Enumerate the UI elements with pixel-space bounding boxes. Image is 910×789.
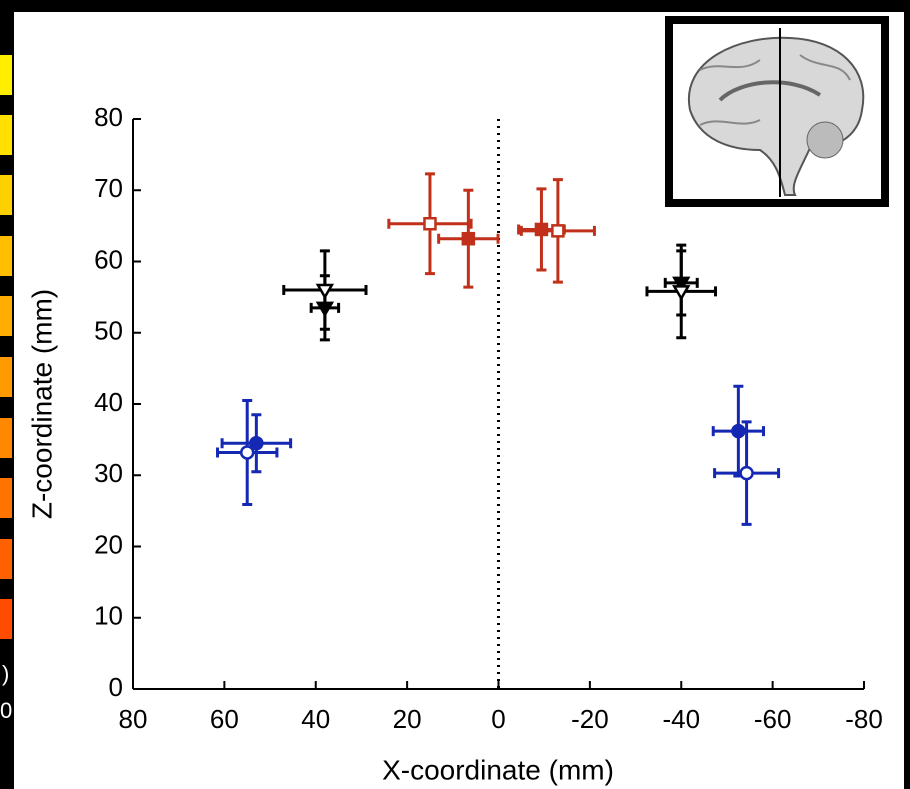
x-axis-label: X-coordinate (mm) — [382, 754, 614, 785]
marker — [315, 283, 335, 300]
y-axis-label: Z-coordinate (mm) — [26, 289, 57, 519]
y-tick-label: 0 — [109, 672, 123, 702]
y-tick-label: 50 — [94, 316, 123, 346]
x-tick-label: 0 — [491, 704, 505, 734]
y-tick-label: 80 — [94, 102, 123, 132]
colorbar — [0, 55, 12, 639]
x-tick-label: 20 — [393, 704, 422, 734]
brain-inset — [665, 16, 889, 207]
marker — [739, 465, 754, 481]
y-tick-label: 20 — [94, 529, 123, 559]
colorbar-label: ) — [2, 661, 9, 686]
y-tick-label: 10 — [94, 601, 123, 631]
x-tick-label: 40 — [301, 704, 330, 734]
y-tick-label: 70 — [94, 173, 123, 203]
marker — [731, 423, 746, 439]
marker — [461, 231, 476, 246]
x-tick-label: -20 — [571, 704, 609, 734]
y-tick-label: 30 — [94, 458, 123, 488]
marker — [239, 445, 255, 460]
y-tick-label: 60 — [94, 244, 123, 274]
x-tick-label: 80 — [119, 704, 148, 734]
x-tick-label: 60 — [210, 704, 239, 734]
x-tick-label: -40 — [662, 704, 700, 734]
colorbar-label: 0 — [0, 698, 12, 723]
marker — [672, 285, 691, 301]
marker — [249, 435, 264, 451]
marker — [423, 216, 437, 231]
y-tick-label: 40 — [94, 387, 123, 417]
x-tick-label: -80 — [845, 704, 883, 734]
x-tick-label: -60 — [754, 704, 792, 734]
marker — [551, 224, 565, 238]
